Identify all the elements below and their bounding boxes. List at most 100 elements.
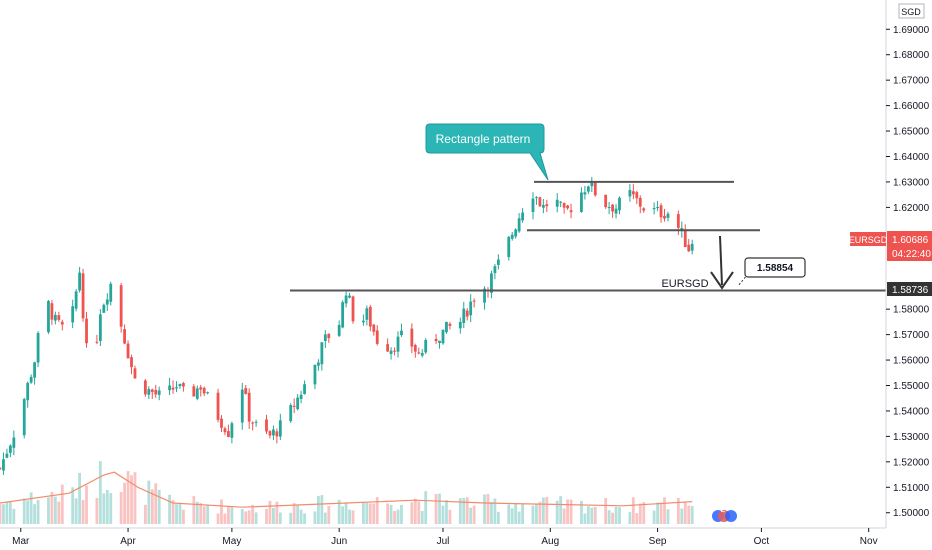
price-tick-label: 1.55000 — [893, 381, 930, 392]
volume-bar — [583, 513, 587, 524]
candle-body — [631, 191, 635, 195]
volume-bar — [102, 493, 106, 524]
candle-body — [272, 429, 275, 436]
volume-bar — [372, 503, 376, 524]
volume-bar — [417, 501, 421, 524]
candle-body — [50, 303, 54, 320]
candle-body — [265, 419, 268, 432]
volume-bar — [496, 511, 500, 524]
volume-bar — [289, 512, 293, 524]
candle-body — [469, 301, 473, 316]
volume-bar — [57, 501, 61, 524]
volume-bar — [320, 495, 324, 524]
time-axis[interactable]: Mar Apr May Jun Jul Aug Sep Oct Nov — [12, 528, 878, 547]
candle-body — [5, 453, 9, 458]
candle-body — [635, 192, 639, 199]
candle-body — [223, 428, 227, 433]
volume-bar — [206, 505, 210, 524]
candle-body — [323, 334, 327, 341]
candle-body — [337, 324, 341, 336]
rectangle-pattern-lines[interactable] — [290, 180, 886, 292]
last-price-value: 1.60686 — [892, 235, 929, 246]
volume-bar — [628, 512, 632, 524]
candle-body — [448, 323, 452, 326]
candle-body — [292, 405, 296, 407]
candle-body — [47, 300, 50, 333]
time-tick-label: May — [222, 536, 241, 547]
candle-body — [240, 389, 244, 423]
volume-bar — [175, 504, 178, 524]
volume-bar — [638, 503, 642, 524]
candle-body — [604, 194, 608, 208]
candle-body — [545, 204, 549, 207]
candle-body — [400, 330, 403, 336]
candle-body — [465, 310, 469, 317]
candle-body — [493, 266, 497, 274]
candle-body — [375, 330, 379, 344]
volume-bar — [614, 506, 618, 524]
candle-body — [507, 236, 511, 258]
candle-body — [424, 340, 428, 353]
volume-bar — [216, 513, 220, 524]
volume-bar — [663, 497, 666, 524]
volume-bar — [133, 472, 137, 524]
volume-bar — [247, 510, 251, 524]
volume-bar — [182, 509, 185, 524]
price-axis[interactable]: 1.50000 1.51000 1.52000 1.53000 1.54000 1.550… — [886, 25, 930, 519]
candle-body — [559, 201, 563, 203]
candle-body — [74, 291, 78, 309]
volume-bar — [361, 501, 365, 524]
price-tick-label: 1.52000 — [893, 457, 930, 468]
volume-bar — [36, 499, 40, 524]
volume-bar — [268, 500, 272, 524]
volume-bar — [441, 505, 445, 524]
candle-body — [535, 197, 538, 199]
candle-body — [445, 321, 448, 333]
candle-body — [171, 387, 175, 390]
volume-bar — [78, 472, 82, 524]
candle-body — [143, 380, 147, 395]
volume-bar — [472, 505, 476, 524]
candle-body — [320, 342, 324, 365]
price-tick-label: 1.68000 — [893, 50, 930, 61]
candle-body — [33, 362, 37, 378]
candle-body — [458, 321, 462, 329]
volume-bar — [486, 493, 490, 524]
candle-body — [580, 192, 583, 212]
candle-body — [0, 467, 2, 469]
candle-body — [53, 314, 57, 321]
price-tick-label: 1.58000 — [893, 305, 930, 316]
volume-bar — [545, 497, 549, 524]
volume-bar — [521, 503, 525, 524]
candle-body — [29, 376, 33, 383]
volume-bar — [562, 508, 566, 524]
volume-bar — [580, 500, 583, 524]
volume-bar — [74, 498, 78, 524]
candle-body — [150, 389, 154, 393]
candle-body — [157, 390, 161, 395]
volume-bar — [413, 498, 417, 524]
price-tick-label: 1.63000 — [893, 177, 930, 188]
volume-bar — [424, 491, 428, 524]
candle-body — [434, 338, 438, 342]
candle-body — [202, 387, 206, 394]
events-badge[interactable]: 2 — [712, 505, 737, 522]
candle-body — [341, 302, 345, 328]
volume-bar — [98, 461, 102, 524]
candle-body — [417, 352, 421, 354]
candle-body — [659, 205, 663, 218]
volume-bar — [493, 498, 497, 524]
candle-body — [278, 420, 282, 437]
currency-badge[interactable] — [898, 3, 925, 19]
candle-body — [102, 304, 106, 313]
candle-body — [227, 431, 230, 437]
candle-body — [496, 259, 500, 265]
volume-bar — [53, 496, 57, 524]
price-tick-label: 1.65000 — [893, 127, 930, 138]
volume-bar — [60, 484, 64, 524]
volume-bar — [448, 509, 452, 524]
volume-bar — [143, 504, 147, 524]
candle-body — [344, 295, 348, 304]
volume-bar — [687, 505, 691, 524]
